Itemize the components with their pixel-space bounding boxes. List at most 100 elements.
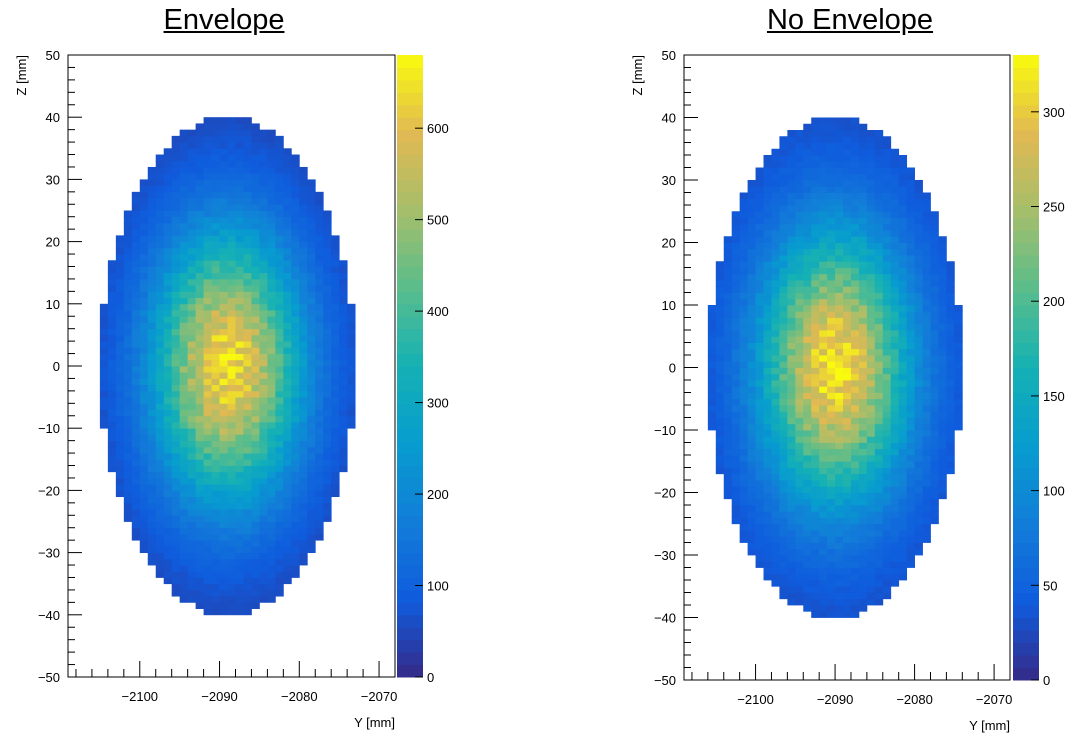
- heatmap-bin: [115, 303, 125, 311]
- heatmap-bin: [123, 328, 133, 336]
- heatmap-bin: [283, 154, 292, 162]
- heatmap-bin: [843, 242, 852, 250]
- heatmap-bin: [882, 305, 892, 312]
- heatmap-bin: [779, 292, 788, 300]
- heatmap-bin: [843, 392, 852, 400]
- heatmap-bin: [723, 467, 733, 475]
- color-bar-segment: [397, 540, 423, 554]
- heatmap-bin: [731, 380, 741, 387]
- heatmap-bin: [723, 280, 733, 287]
- heatmap-bin: [227, 173, 236, 180]
- heatmap-bin: [139, 515, 149, 522]
- heatmap-bin: [283, 254, 292, 261]
- heatmap-bin: [843, 336, 852, 343]
- heatmap-bin: [803, 205, 812, 212]
- heatmap-bin: [755, 192, 764, 200]
- heatmap-bin: [819, 430, 828, 437]
- heatmap-bin: [779, 336, 788, 343]
- heatmap-bin: [835, 323, 844, 331]
- heatmap-bin: [787, 155, 796, 162]
- heatmap-bin: [147, 173, 157, 180]
- heatmap-bin: [874, 317, 884, 325]
- heatmap-bin: [779, 511, 788, 518]
- heatmap-bin: [747, 311, 756, 318]
- heatmap-bin: [283, 235, 292, 242]
- color-bar-segment: [397, 639, 423, 653]
- heatmap-bin: [739, 486, 749, 493]
- heatmap-bin: [243, 210, 252, 218]
- heatmap-bin: [115, 428, 125, 435]
- heatmap-bin: [155, 266, 165, 274]
- heatmap-bin: [323, 477, 332, 485]
- heatmap-bin: [171, 471, 181, 479]
- heatmap-bin: [195, 341, 204, 348]
- heatmap-bin: [283, 185, 292, 193]
- heatmap-bin: [755, 280, 764, 287]
- heatmap-bin: [819, 305, 828, 312]
- heatmap-bin: [179, 316, 189, 323]
- heatmap-bin: [259, 403, 268, 410]
- heatmap-bin: [307, 334, 316, 342]
- heatmap-bin: [123, 303, 133, 311]
- color-bar-segment: [397, 602, 423, 616]
- heatmap-bin: [131, 533, 141, 541]
- heatmap-bin: [147, 278, 157, 286]
- heatmap-bin: [347, 384, 356, 392]
- heatmap-bin: [771, 386, 780, 393]
- heatmap-bin: [339, 310, 348, 317]
- heatmap-bin: [259, 347, 268, 354]
- heatmap-bin: [307, 459, 316, 466]
- heatmap-bin: [211, 484, 220, 491]
- heatmap-bin: [107, 341, 117, 348]
- heatmap-bin: [219, 260, 228, 267]
- heatmap-bin: [155, 409, 165, 417]
- heatmap-bin: [803, 542, 812, 550]
- heatmap-bin: [803, 511, 812, 518]
- heatmap-bin: [275, 334, 284, 342]
- heatmap-bin: [930, 480, 939, 487]
- heatmap-bin: [843, 423, 852, 431]
- heatmap-bin: [874, 480, 884, 487]
- heatmap-bin: [850, 342, 860, 350]
- heatmap-bin: [755, 436, 764, 443]
- heatmap-bin: [843, 223, 852, 231]
- color-bar-segment: [1013, 330, 1039, 343]
- heatmap-bin: [291, 415, 300, 423]
- heatmap-bin: [882, 442, 892, 450]
- heatmap-bin: [763, 486, 772, 493]
- heatmap-bin: [819, 473, 828, 481]
- heatmap-bin: [307, 521, 316, 529]
- heatmap-bin: [835, 523, 844, 531]
- heatmap-bin: [906, 330, 915, 337]
- heatmap-bin: [235, 428, 244, 435]
- heatmap-bin: [803, 173, 812, 181]
- heatmap-bin: [858, 355, 868, 362]
- heatmap-bin: [938, 267, 947, 275]
- heatmap-bin: [179, 453, 189, 460]
- heatmap-bin: [739, 236, 749, 243]
- heatmap-bin: [275, 403, 284, 410]
- heatmap-bin: [906, 198, 915, 206]
- heatmap-bin: [267, 359, 276, 367]
- heatmap-bin: [843, 492, 852, 500]
- heatmap-bin: [131, 204, 141, 211]
- heatmap-bin: [187, 571, 197, 578]
- heatmap-bin: [275, 477, 284, 485]
- heatmap-bin: [275, 409, 284, 417]
- heatmap-bin: [803, 380, 812, 387]
- heatmap-bin: [914, 186, 923, 193]
- heatmap-bin: [171, 496, 181, 504]
- heatmap-bin: [930, 380, 939, 387]
- heatmap-bin: [187, 347, 197, 354]
- heatmap-bin: [227, 316, 236, 323]
- heatmap-bin: [835, 373, 844, 381]
- heatmap-bin: [187, 390, 197, 398]
- heatmap-bin: [115, 465, 125, 473]
- heatmap-bin: [195, 272, 204, 280]
- heatmap-bin: [219, 316, 228, 323]
- color-bar-segment: [1013, 655, 1039, 668]
- heatmap-bin: [850, 605, 860, 612]
- heatmap-bin: [179, 291, 189, 298]
- heatmap-bin: [243, 328, 252, 336]
- heatmap-bin: [211, 179, 220, 187]
